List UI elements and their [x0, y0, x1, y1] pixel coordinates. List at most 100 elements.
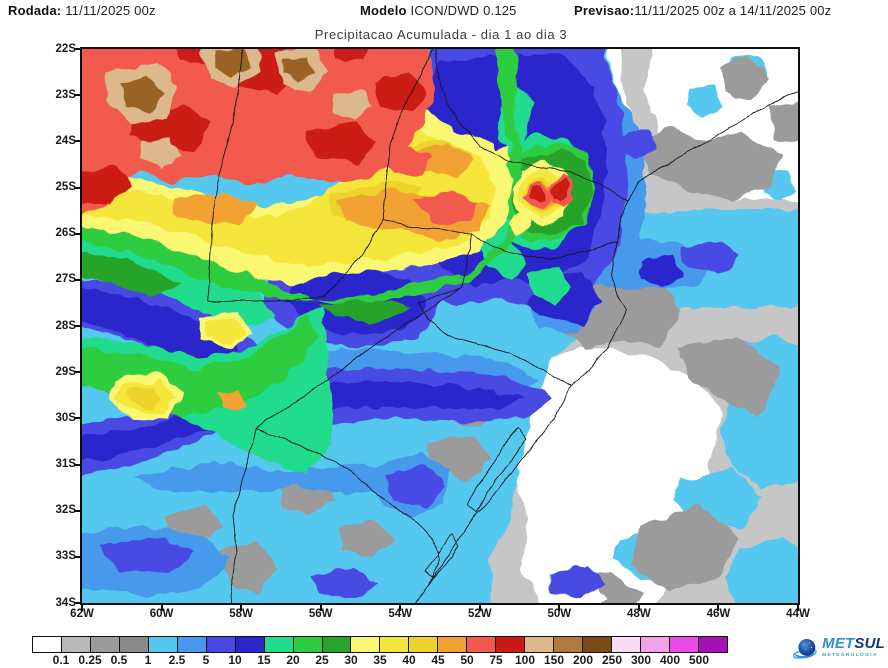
logo-sul: SUL: [854, 634, 885, 652]
colorbar-threshold-label: 35: [373, 653, 387, 667]
y-axis-tick: [74, 463, 80, 466]
logo-met: MET: [822, 634, 855, 652]
y-axis-tick-label: 25S: [55, 181, 76, 193]
y-axis-tick-label: 29S: [55, 365, 76, 378]
precip-colorbar: [32, 636, 728, 653]
precip-field: [82, 49, 798, 603]
colorbar-threshold-label: 10: [228, 653, 242, 667]
precipitation-map: [80, 47, 800, 605]
colorbar-cell: [467, 637, 497, 652]
x-axis-tick-label: 58W: [229, 608, 253, 620]
colorbar-threshold-label: 0.1: [52, 653, 70, 667]
x-axis-tick-label: 44W: [786, 608, 810, 620]
forecast-info: Previsao:11/11/2025 00z a 14/11/2025 00z: [574, 3, 831, 18]
x-axis-tick-label: 56W: [308, 608, 333, 620]
colorbar-cell: [33, 637, 62, 652]
x-axis-tick: [558, 605, 561, 611]
y-axis-tick: [74, 602, 80, 604]
colorbar-threshold-label: 250: [601, 653, 623, 667]
x-axis-tick: [717, 605, 720, 611]
run-value: 11/11/2025 00z: [65, 3, 156, 18]
colorbar-threshold-label: 0.5: [110, 653, 128, 667]
colorbar-threshold-label: 150: [543, 653, 565, 667]
y-axis-tick-label: 31S: [55, 458, 76, 470]
colorbar-cell: [525, 637, 555, 652]
forecast-label: Previsao:: [574, 3, 635, 18]
x-axis-tick: [797, 605, 799, 611]
colorbar-threshold-label: 0.25: [78, 653, 102, 667]
y-axis-tick: [74, 94, 80, 97]
colorbar-cell: [641, 637, 670, 652]
colorbar-threshold-label: 200: [572, 653, 594, 667]
model-value: ICON/DWD 0.125: [410, 3, 517, 18]
y-axis-tick-label: 26S: [55, 227, 76, 240]
colorbar-threshold-label: 400: [659, 653, 681, 667]
x-axis-tick-label: 48W: [627, 608, 651, 620]
map-borders: [207, 49, 798, 603]
colorbar-cell: [206, 637, 236, 652]
x-axis-tick-label: 50W: [547, 608, 572, 620]
colorbar-threshold-label: 20: [286, 653, 300, 667]
colorbar-threshold-label: 100: [514, 653, 536, 667]
map-canvas: [82, 49, 798, 603]
y-axis-tick-label: 30S: [55, 411, 76, 424]
colorbar-cell: [612, 637, 642, 652]
colorbar-cell: [148, 637, 178, 652]
colorbar-cell: [583, 637, 613, 652]
page-title: Precipitacao Acumulada - dia 1 ao dia 3: [314, 27, 568, 42]
colorbar-threshold-label: 40: [402, 653, 416, 667]
x-axis-tick-label: 60W: [149, 608, 174, 620]
y-axis-tick-label: 33S: [55, 550, 76, 563]
colorbar-cell: [496, 637, 526, 652]
colorbar-cell: [177, 637, 207, 652]
y-axis-tick: [74, 232, 80, 235]
colorbar-threshold-label: 45: [431, 653, 445, 667]
colorbar-threshold-label: 15: [257, 653, 271, 667]
colorbar-cell: [119, 637, 149, 652]
y-axis-tick: [74, 140, 80, 143]
colorbar-cell: [438, 637, 468, 652]
y-axis-tick-label: 28S: [55, 319, 76, 332]
y-axis-tick: [74, 555, 80, 558]
colorbar-labels: 0.1 0.25 0.5 1 2.5 5 10 15 20 25 30 35 40 45 50 75 100 15…: [0, 654, 888, 668]
model-label: Modelo: [360, 3, 407, 18]
colorbar-cell: [293, 637, 323, 652]
x-axis-tick: [637, 605, 640, 611]
y-axis-tick: [74, 325, 80, 327]
colorbar-threshold-label: 50: [460, 653, 474, 667]
x-axis-tick-label: 54W: [388, 608, 413, 620]
y-axis-tick-label: 32S: [55, 504, 76, 517]
metsul-logo: METSUL METEOROLOGIA: [793, 633, 885, 665]
y-axis-tick: [74, 509, 80, 512]
y-axis-tick-label: 22S: [55, 42, 76, 55]
colorbar-cell: [698, 637, 727, 652]
y-axis-tick: [74, 186, 80, 189]
colorbar-cell: [380, 637, 410, 652]
x-axis-tick: [319, 605, 322, 611]
colorbar-cell: [554, 637, 584, 652]
colorbar-threshold-label: 75: [489, 653, 503, 667]
x-axis-tick: [240, 605, 243, 611]
colorbar-cell: [351, 637, 381, 652]
y-axis-tick: [74, 371, 80, 374]
x-axis-tick-label: 46W: [706, 608, 731, 620]
colorbar-threshold-label: 2.5: [168, 653, 186, 667]
y-axis-tick-label: 24S: [55, 134, 76, 147]
y-axis-tick: [74, 278, 80, 281]
x-axis-tick-label: 52W: [467, 608, 492, 620]
colorbar-cell: [322, 637, 352, 652]
logo-subtitle: METEOROLOGIA: [822, 651, 878, 657]
y-axis-tick: [74, 48, 80, 50]
colorbar-threshold-label: 1: [144, 653, 152, 667]
y-axis-tick-label: 27S: [55, 273, 76, 286]
model-info: Modelo ICON/DWD 0.125: [360, 3, 517, 18]
colorbar-cell: [90, 637, 120, 652]
colorbar-cell: [409, 637, 439, 652]
colorbar-cell: [264, 637, 294, 652]
x-axis-tick: [81, 605, 83, 611]
x-axis-tick: [478, 605, 481, 611]
colorbar-threshold-label: 30: [344, 653, 358, 667]
colorbar-threshold-label: 300: [630, 653, 652, 667]
colorbar-threshold-label: 5: [202, 653, 210, 667]
colorbar-cell: [61, 637, 91, 652]
